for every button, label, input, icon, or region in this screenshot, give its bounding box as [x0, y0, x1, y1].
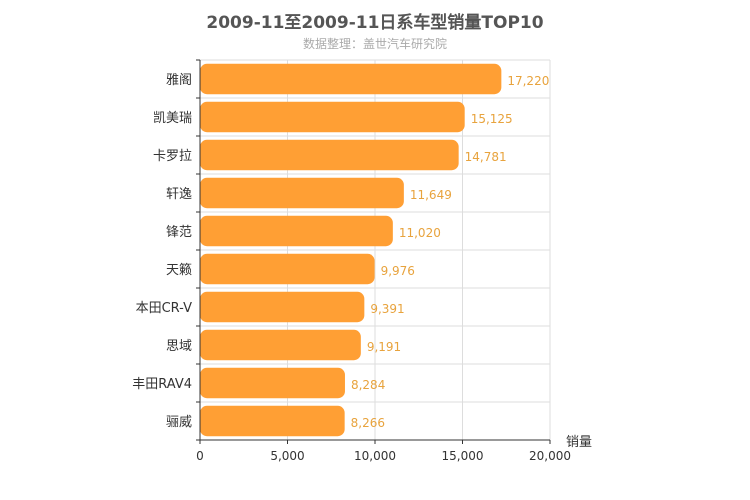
- data-label: 9,191: [367, 340, 401, 354]
- x-tick-label: 10,000: [354, 449, 396, 463]
- bar: [200, 253, 375, 285]
- bar: [200, 329, 361, 361]
- x-tick-label: 5,000: [270, 449, 304, 463]
- y-tick-label: 轩逸: [166, 187, 192, 202]
- bar: [200, 63, 502, 95]
- chart-title: 2009-11至2009-11日系车型销量TOP10: [206, 13, 544, 33]
- y-tick-label: 凯美瑞: [153, 111, 192, 126]
- data-label: 8,284: [351, 378, 385, 392]
- data-label: 11,649: [410, 188, 452, 202]
- data-label: 9,976: [381, 264, 415, 278]
- bar: [200, 367, 345, 399]
- bar: [200, 139, 459, 171]
- data-label: 15,125: [471, 112, 513, 126]
- bar: [200, 177, 404, 209]
- y-tick-label: 天籁: [166, 263, 192, 278]
- x-tick-label: 15,000: [442, 449, 484, 463]
- data-label: 17,220: [507, 74, 549, 88]
- bar: [200, 291, 365, 323]
- y-tick-label: 骊威: [166, 415, 192, 430]
- x-tick-label: 20,000: [529, 449, 571, 463]
- bar: [200, 215, 393, 247]
- data-label: 11,020: [399, 226, 441, 240]
- data-label: 9,391: [370, 302, 404, 316]
- y-tick-label: 卡罗拉: [153, 149, 192, 164]
- y-tick-label: 本田CR-V: [136, 301, 193, 316]
- x-axis-title: 销量: [566, 435, 592, 450]
- y-tick-label: 锋范: [166, 225, 192, 240]
- chart-subtitle: 数据整理：盖世汽车研究院: [302, 37, 447, 51]
- y-tick-label: 雅阁: [166, 73, 192, 88]
- y-tick-label: 丰田RAV4: [132, 377, 192, 392]
- bar: [200, 405, 345, 437]
- bar: [200, 101, 465, 133]
- x-tick-label: 0: [196, 449, 204, 463]
- data-label: 14,781: [465, 150, 507, 164]
- data-label: 8,266: [351, 416, 385, 430]
- y-tick-label: 思域: [166, 339, 192, 354]
